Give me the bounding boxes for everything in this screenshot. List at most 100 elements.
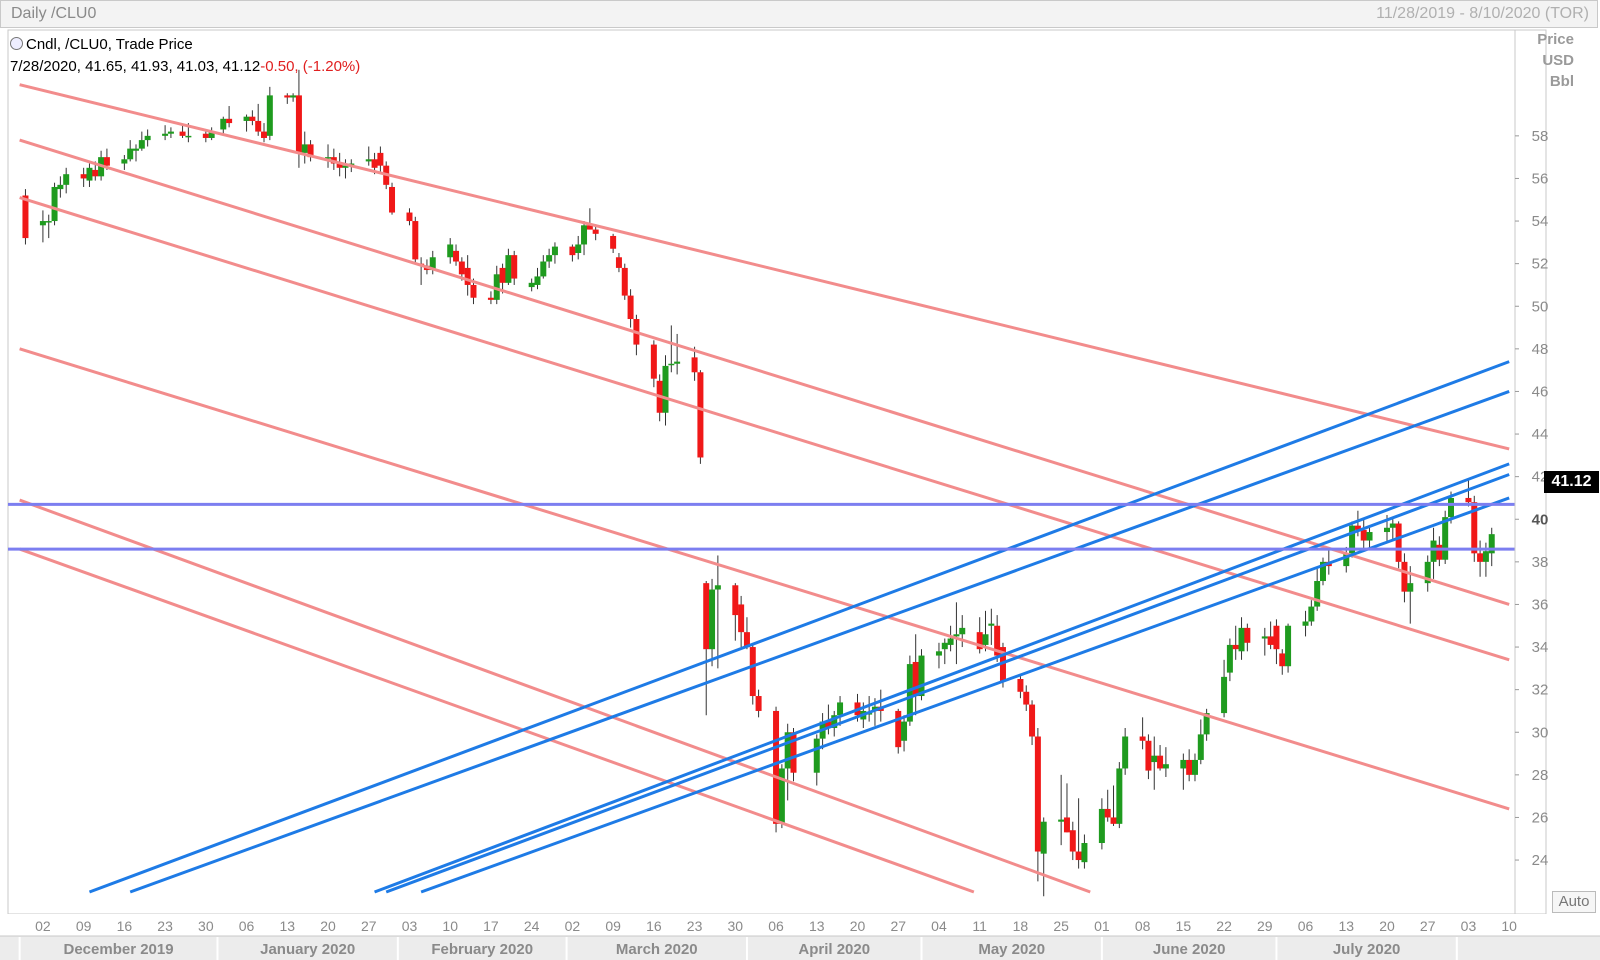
candle-body <box>1442 517 1449 560</box>
red-trend-line[interactable] <box>19 347 1510 811</box>
candle-body <box>249 116 256 121</box>
candle-body <box>133 148 140 151</box>
candle-body <box>39 221 46 226</box>
candle-body <box>1203 713 1210 735</box>
red-trend-line[interactable] <box>19 138 1510 606</box>
red-trend-line[interactable] <box>19 83 1510 451</box>
y-tick-label: 44 <box>1532 426 1549 443</box>
price-axis-unit: USD <box>1542 52 1574 69</box>
candle-body <box>487 297 494 300</box>
candle-body <box>1366 532 1373 541</box>
candle-body <box>377 152 384 166</box>
blue-trend-line[interactable] <box>88 360 1510 894</box>
candle-body <box>1069 830 1076 852</box>
candle-body <box>511 255 518 279</box>
candle-body <box>895 710 902 748</box>
month-label: April 2020 <box>798 941 870 958</box>
y-tick-label: 24 <box>1532 852 1549 869</box>
candle-body <box>92 169 99 177</box>
candle-body <box>1017 679 1024 692</box>
legend: Cndl, /CLU0, Trade Price 7/28/2020, 41.6… <box>10 34 360 78</box>
x-tick-label: 24 <box>524 918 540 934</box>
candle-body <box>837 702 844 716</box>
candle-body <box>714 585 721 590</box>
candle-body <box>226 118 233 124</box>
price-axis-unit: Bbl <box>1550 73 1574 90</box>
auto-scale-button[interactable]: Auto <box>1552 891 1596 913</box>
red-trend-line[interactable] <box>19 498 1091 894</box>
candle-body <box>912 661 919 697</box>
candle-body <box>266 95 273 136</box>
x-tick-label: 20 <box>1379 918 1395 934</box>
candle-body <box>546 255 553 262</box>
x-tick-label: 10 <box>442 918 458 934</box>
candle-body <box>1273 625 1280 650</box>
candle-body <box>389 186 396 213</box>
chart-title-bar: Daily /CLU0 11/28/2019 - 8/10/2020 (TOR) <box>0 0 1598 28</box>
red-trend-line[interactable] <box>19 547 975 894</box>
legend-study: Cndl, /CLU0, Trade Price <box>26 36 193 53</box>
candle-body <box>743 632 750 648</box>
candle-body <box>1040 821 1047 854</box>
candle-body <box>906 664 913 722</box>
x-tick-label: 18 <box>1013 918 1029 934</box>
legend-ohlc: 7/28/2020, 41.65, 41.93, 41.03, 41.12 <box>10 58 261 75</box>
candle-body <box>1302 621 1309 626</box>
candle-body <box>86 167 93 181</box>
y-tick-label: 32 <box>1532 682 1549 699</box>
candle-body <box>982 634 989 645</box>
candle-body <box>947 638 954 645</box>
candle-body <box>1477 553 1484 562</box>
candle-body <box>261 131 268 138</box>
candle-body <box>144 135 151 141</box>
candle-body <box>167 131 174 134</box>
candle-body <box>994 625 1001 656</box>
candle-body <box>1151 755 1158 763</box>
date-axis-band <box>0 914 1600 936</box>
candle-body <box>1389 523 1396 528</box>
candle-body <box>627 295 634 320</box>
blue-trend-line[interactable] <box>385 473 1510 894</box>
candle-body <box>1191 759 1198 775</box>
candle-body <box>1383 527 1390 533</box>
candle-body <box>1285 625 1292 667</box>
x-tick-label: 10 <box>1501 918 1517 934</box>
y-tick-label: 30 <box>1532 724 1549 741</box>
red-trend-line[interactable] <box>19 196 1510 662</box>
candle-body <box>1261 636 1268 639</box>
candle-body <box>1162 764 1169 769</box>
blue-trend-line[interactable] <box>374 462 1510 894</box>
x-tick-label: 09 <box>605 918 621 934</box>
candle-body <box>662 365 669 413</box>
candle-body <box>103 157 110 166</box>
last-price-label: 41.12 <box>1544 471 1599 493</box>
x-tick-label: 30 <box>728 918 744 934</box>
candle-body <box>918 655 925 697</box>
candle-body <box>697 372 704 458</box>
candle-body <box>1075 851 1082 861</box>
candle-body <box>581 225 588 245</box>
candle-body <box>1139 736 1146 741</box>
candle-body <box>63 174 70 185</box>
candle-body <box>1401 561 1408 592</box>
candle-body <box>458 261 465 275</box>
candle-body <box>1104 808 1111 818</box>
candle-body <box>790 732 797 773</box>
month-label: December 2019 <box>64 941 174 958</box>
x-tick-label: 06 <box>1298 918 1314 934</box>
candle-body <box>290 95 297 98</box>
blue-trend-line[interactable] <box>420 496 1510 894</box>
candle-body <box>901 721 908 741</box>
x-tick-label: 03 <box>1461 918 1477 934</box>
candle-body <box>301 144 308 153</box>
candle-body <box>1034 736 1041 852</box>
blue-trend-line[interactable] <box>129 390 1510 894</box>
x-tick-label: 16 <box>117 918 133 934</box>
candle-body <box>1110 817 1117 824</box>
candle-body <box>691 357 698 373</box>
candle-body <box>325 157 332 159</box>
candle-body <box>1058 819 1065 822</box>
x-tick-label: 29 <box>1257 918 1273 934</box>
study-settings-icon[interactable] <box>10 37 23 50</box>
